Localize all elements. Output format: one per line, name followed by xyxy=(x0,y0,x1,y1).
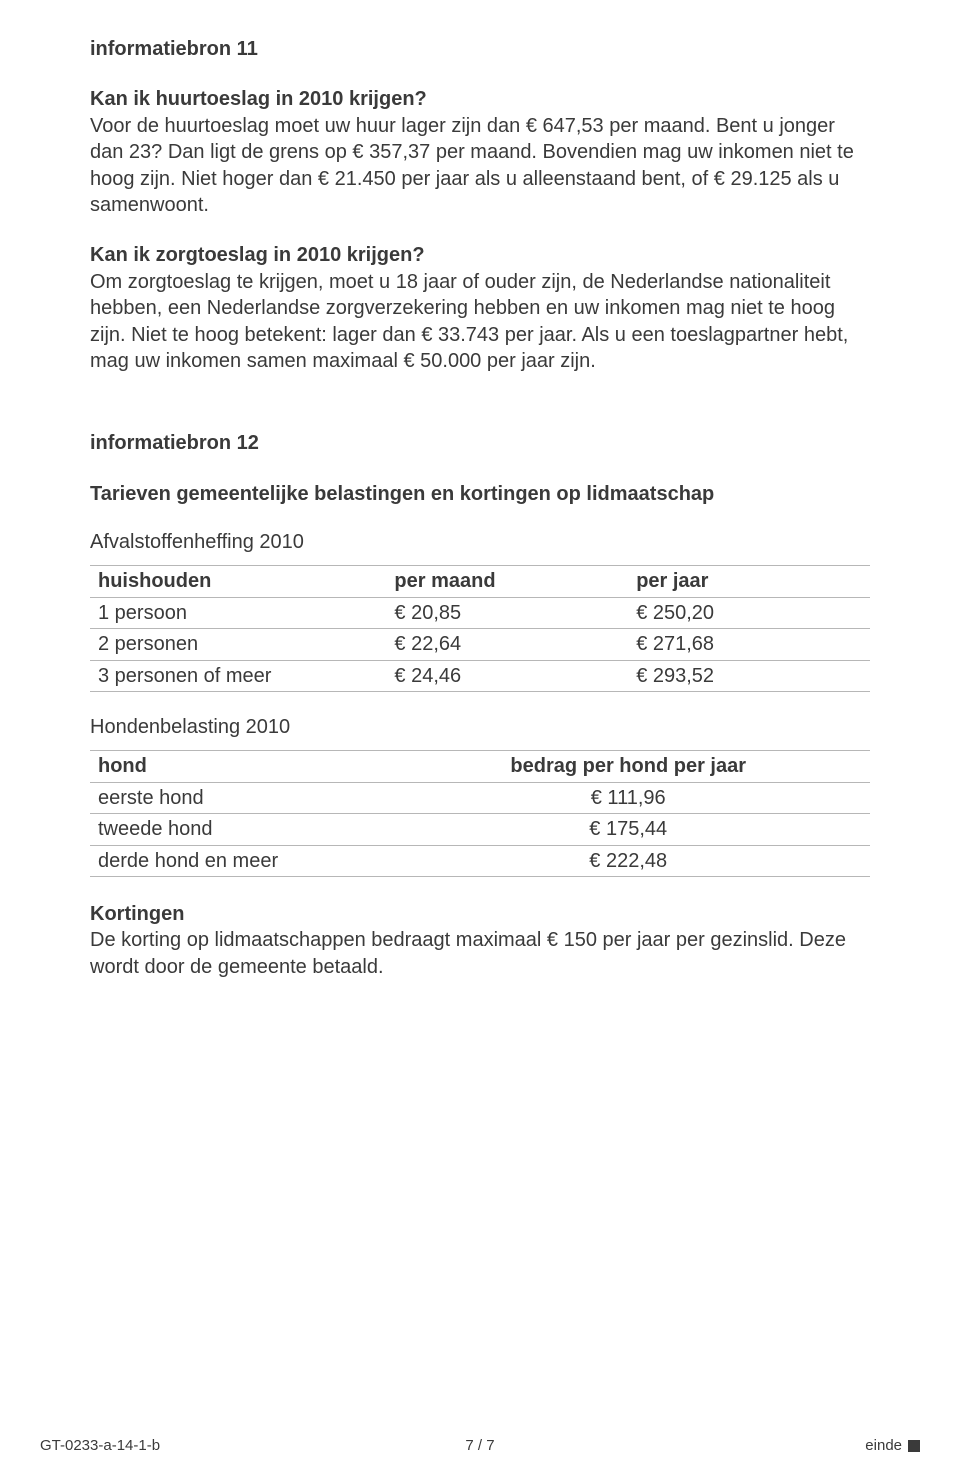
table-cell: € 24,46 xyxy=(386,660,628,691)
table-col-header: per maand xyxy=(386,566,628,597)
table-row: 1 persoon € 20,85 € 250,20 xyxy=(90,597,870,628)
q1-heading: Kan ik huurtoeslag in 2010 krijgen? xyxy=(90,86,870,112)
q1-text: Voor de huurtoeslag moet uw huur lager z… xyxy=(90,113,870,219)
table-cell: 1 persoon xyxy=(90,597,386,628)
table-cell: € 20,85 xyxy=(386,597,628,628)
section-12-heading: informatiebron 12 xyxy=(90,430,870,456)
table2-title: Hondenbelasting 2010 xyxy=(90,714,870,740)
table-row: eerste hond € 111,96 xyxy=(90,782,870,813)
table-cell: derde hond en meer xyxy=(90,845,386,876)
table-cell: € 250,20 xyxy=(628,597,870,628)
table-col-header: bedrag per hond per jaar xyxy=(386,751,870,782)
q2-heading: Kan ik zorgtoeslag in 2010 krijgen? xyxy=(90,242,870,268)
footer-page-number: 7 / 7 xyxy=(0,1437,960,1454)
q2-text: Om zorgtoeslag te krijgen, moet u 18 jaa… xyxy=(90,269,870,375)
table1-title: Afvalstoffenheffing 2010 xyxy=(90,529,870,555)
table-cell: 3 personen of meer xyxy=(90,660,386,691)
table-row: 2 personen € 22,64 € 271,68 xyxy=(90,629,870,660)
table-cell: € 271,68 xyxy=(628,629,870,660)
table-col-header: per jaar xyxy=(628,566,870,597)
hondenbelasting-table: hond bedrag per hond per jaar eerste hon… xyxy=(90,750,870,877)
afvalstoffenheffing-table: huishouden per maand per jaar 1 persoon … xyxy=(90,565,870,692)
kortingen-text: De korting op lidmaatschappen bedraagt m… xyxy=(90,927,870,980)
table-col-header: huishouden xyxy=(90,566,386,597)
table-row: tweede hond € 175,44 xyxy=(90,814,870,845)
table-cell: € 175,44 xyxy=(386,814,870,845)
table-header-row: huishouden per maand per jaar xyxy=(90,566,870,597)
table-cell: tweede hond xyxy=(90,814,386,845)
table-cell: € 22,64 xyxy=(386,629,628,660)
table-cell: € 222,48 xyxy=(386,845,870,876)
table-cell: € 111,96 xyxy=(386,782,870,813)
table-col-header: hond xyxy=(90,751,386,782)
table-header-row: hond bedrag per hond per jaar xyxy=(90,751,870,782)
table-row: derde hond en meer € 222,48 xyxy=(90,845,870,876)
section-12-subheading: Tarieven gemeentelijke belastingen en ko… xyxy=(90,481,870,507)
table-cell: 2 personen xyxy=(90,629,386,660)
table-cell: € 293,52 xyxy=(628,660,870,691)
table-row: 3 personen of meer € 24,46 € 293,52 xyxy=(90,660,870,691)
kortingen-heading: Kortingen xyxy=(90,901,870,927)
section-11-heading: informatiebron 11 xyxy=(90,36,870,62)
document-body: informatiebron 11 Kan ik huurtoeslag in … xyxy=(90,36,870,980)
table-cell: eerste hond xyxy=(90,782,386,813)
page-footer: GT-0233-a-14-1-b 7 / 7 einde xyxy=(0,1437,960,1454)
